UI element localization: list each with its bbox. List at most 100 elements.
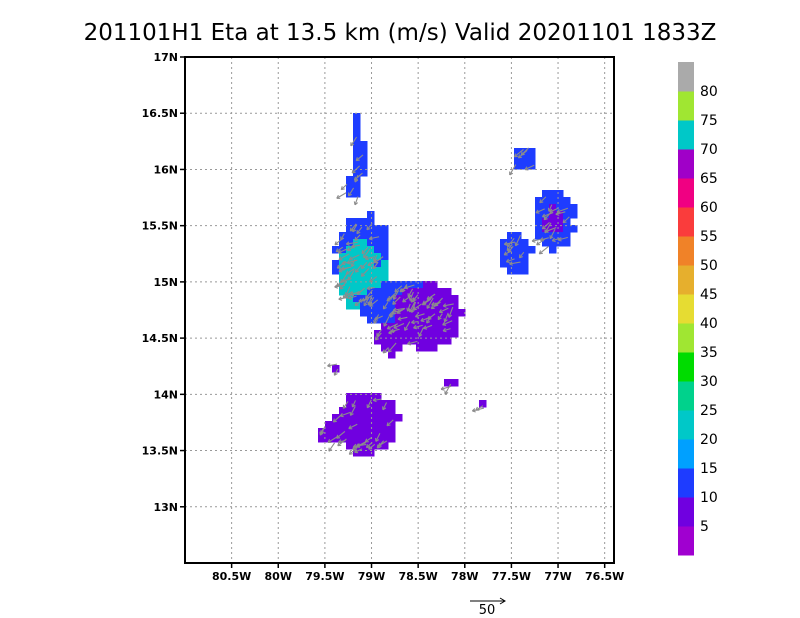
speed-cell — [430, 316, 438, 324]
speed-cell — [381, 309, 389, 317]
speed-cell — [360, 435, 368, 443]
speed-cell — [346, 407, 354, 415]
wind-vector-shaft — [335, 246, 344, 253]
wind-vector-head — [542, 227, 546, 230]
wind-vector-head — [409, 297, 414, 301]
wind-vector-shaft — [555, 211, 566, 215]
wind-vector-head — [375, 338, 379, 341]
speed-cell — [374, 309, 382, 317]
wind-vector-head — [376, 334, 381, 337]
speed-cell — [535, 225, 543, 233]
y-tick-label: 14N — [153, 388, 178, 401]
speed-cell — [339, 281, 347, 289]
speed-cell — [402, 302, 410, 310]
wind-vector-shaft — [437, 313, 443, 320]
speed-cell — [339, 428, 347, 436]
speed-cell — [556, 190, 564, 198]
speed-cell — [500, 260, 508, 268]
y-tick-label: 13N — [153, 501, 178, 514]
speed-cell — [402, 330, 410, 338]
speed-cell — [360, 281, 368, 289]
speed-cell — [402, 337, 410, 345]
speed-cell — [374, 253, 382, 261]
wind-vector-shaft — [382, 347, 389, 354]
colorbar-label: 30 — [700, 374, 718, 390]
wind-vector-shaft — [348, 187, 355, 197]
wind-vector-shaft — [415, 313, 425, 318]
wind-vector-shaft — [320, 426, 326, 434]
colorbar-segment — [678, 294, 694, 324]
speed-cell — [528, 246, 536, 254]
wind-vector-head — [472, 410, 476, 413]
speed-cell — [353, 414, 361, 422]
speed-cell — [500, 239, 508, 247]
speed-cell — [381, 442, 389, 450]
speed-cell — [381, 428, 389, 436]
speed-cell — [374, 400, 382, 408]
speed-cell — [451, 316, 459, 324]
speed-cell — [388, 428, 396, 436]
wind-vector-shaft — [444, 383, 452, 395]
speed-cell — [353, 127, 361, 135]
speed-cell — [339, 421, 347, 429]
speed-cell — [360, 232, 368, 240]
speed-cell — [409, 323, 417, 331]
wind-vector-head — [358, 300, 363, 303]
wind-vector-shaft — [367, 287, 375, 290]
wind-vector-shaft — [426, 297, 434, 309]
wind-vector-head — [354, 238, 359, 241]
wind-vector-shaft — [404, 321, 411, 331]
speed-cell — [374, 393, 382, 401]
wind-vector-head — [338, 441, 342, 444]
speed-cell — [360, 421, 368, 429]
speed-cell — [360, 162, 368, 170]
colorbar-label: 15 — [700, 461, 718, 477]
speed-cell — [367, 232, 375, 240]
speed-cell — [514, 148, 522, 156]
speed-cell — [360, 442, 368, 450]
wind-vector-shaft — [544, 222, 552, 234]
speed-cell — [374, 330, 382, 338]
speed-cell — [381, 407, 389, 415]
speed-cell — [360, 393, 368, 401]
wind-vector-head — [563, 221, 567, 224]
speed-cell — [444, 288, 452, 296]
colorbar-label: 70 — [700, 142, 718, 158]
speed-cell — [374, 260, 382, 268]
wind-vector-head — [388, 314, 393, 317]
speed-cell — [332, 414, 340, 422]
speed-cell — [507, 253, 515, 261]
speed-cell — [346, 281, 354, 289]
wind-vector-shaft — [539, 196, 547, 204]
wind-vector-head — [377, 446, 381, 449]
speed-cell — [451, 379, 459, 387]
wind-vector-shaft — [509, 261, 521, 265]
wind-vector-shaft — [342, 401, 349, 409]
colorbar-segment — [678, 468, 694, 498]
wind-vector-shaft — [332, 414, 343, 423]
speed-cell — [381, 239, 389, 247]
wind-vector-shaft — [366, 399, 372, 409]
wind-vector-shaft — [348, 295, 357, 300]
wind-vector-head — [542, 216, 546, 218]
plot-frame — [184, 56, 615, 564]
wind-vector-head — [350, 294, 355, 297]
speed-cell — [367, 414, 375, 422]
wind-vector-shaft — [418, 327, 424, 337]
wind-vector-shaft — [339, 411, 351, 417]
wind-vector-shaft — [369, 276, 378, 283]
speed-cell — [521, 239, 529, 247]
wind-vector-shaft — [382, 402, 388, 411]
wind-vector-head — [418, 334, 423, 337]
speed-cell — [346, 218, 354, 226]
speed-cell — [556, 211, 564, 219]
wind-vector-head — [544, 230, 549, 234]
speed-cell — [563, 225, 571, 233]
speed-cell — [339, 253, 347, 261]
wind-vector-shaft — [373, 398, 382, 401]
speed-cell — [437, 295, 445, 303]
reference-arrow-head — [499, 597, 506, 605]
wind-vector-shaft — [383, 316, 390, 327]
speed-cell — [367, 442, 375, 450]
y-tick-label: 17N — [153, 51, 178, 64]
